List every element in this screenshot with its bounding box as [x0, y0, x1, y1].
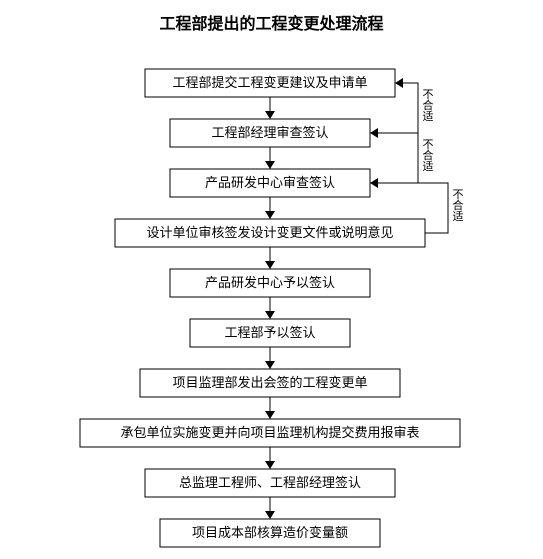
- feedback-label: 适: [453, 210, 464, 223]
- flow-node-label: 设计单位审核签发设计变更文件或说明意见: [146, 225, 393, 240]
- flow-node-label: 总监理工程师、工程部经理签认: [179, 475, 361, 490]
- flow-node-label: 工程部予以签认: [224, 325, 315, 340]
- flow-node-label: 工程部经理审查签认: [211, 125, 328, 140]
- flowchart-title: 工程部提出的工程变更处理流程: [10, 10, 533, 34]
- flow-node-label: 工程部提交工程变更建议及申请单: [172, 75, 367, 90]
- flow-node-label: 承包单位实施变更并向项目监理机构提交费用报审表: [120, 425, 419, 440]
- feedback-label: 适: [423, 110, 434, 123]
- feedback-label: 适: [423, 160, 434, 173]
- flow-node-label: 产品研发中心予以签认: [205, 275, 335, 290]
- feedback-label: 合: [423, 98, 434, 112]
- flow-node-label: 项目成本部核算造价变量额: [192, 525, 348, 540]
- flow-node-label: 项目监理部发出会签的工程变更单: [172, 375, 367, 390]
- feedback-label: 合: [423, 148, 434, 162]
- feedback-edge: [370, 133, 418, 183]
- flowchart-canvas: 工程部提交工程变更建议及申请单工程部经理审查签认产品研发中心审查签认设计单位审核…: [10, 49, 533, 549]
- flow-node-label: 产品研发中心审查签认: [205, 175, 335, 190]
- feedback-label: 合: [453, 198, 464, 212]
